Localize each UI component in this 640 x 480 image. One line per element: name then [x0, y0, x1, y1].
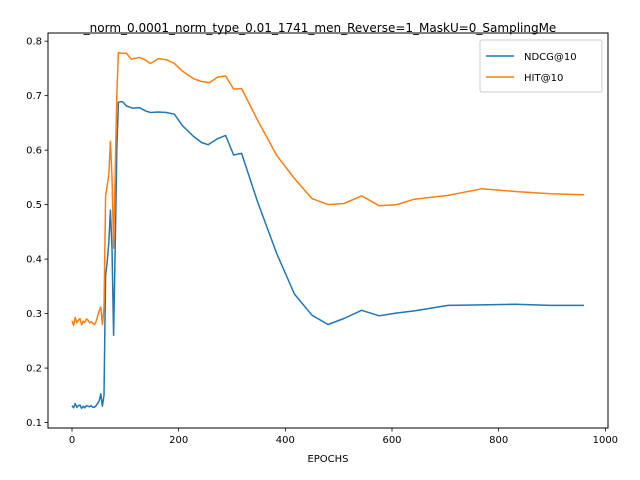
y-tick-label: 0.2	[26, 364, 42, 375]
y-tick-label: 0.8	[26, 37, 42, 48]
y-tick-label: 0.4	[26, 255, 42, 266]
y-tick-label: 0.7	[26, 91, 42, 102]
axes-frame	[47, 32, 609, 429]
legend-label-ndcg: NDCG@10	[524, 52, 577, 63]
x-tick-label: 1000	[593, 435, 618, 446]
x-tick-label: 0	[69, 435, 75, 446]
legend-label-hit: HIT@10	[524, 73, 563, 84]
x-tick-label: 200	[169, 435, 188, 446]
y-tick-label: 0.1	[26, 418, 42, 429]
series-line-ndcg-10	[71, 100, 584, 410]
y-tick-label: 0.5	[26, 200, 42, 211]
legend-box	[479, 39, 603, 93]
chart-title: _norm_0.0001_norm_type_0.01_1741_men_Rev…	[83, 21, 557, 35]
series-line-hit-10	[71, 51, 585, 327]
x-tick-label: 800	[489, 435, 508, 446]
legend: NDCG@10 HIT@10	[479, 39, 603, 93]
x-tick-label: 600	[382, 435, 401, 446]
y-tick-label: 0.6	[26, 146, 42, 157]
axis-ticks: 0 200 400 600 800 1000 0.1 0.2 0.3 0.4 0.5 0.6 0.7 0.…	[26, 37, 618, 446]
x-tick-label: 400	[276, 435, 295, 446]
x-axis-label: EPOCHS	[307, 454, 348, 465]
y-tick-label: 0.3	[26, 309, 42, 320]
plot-area	[71, 51, 585, 410]
